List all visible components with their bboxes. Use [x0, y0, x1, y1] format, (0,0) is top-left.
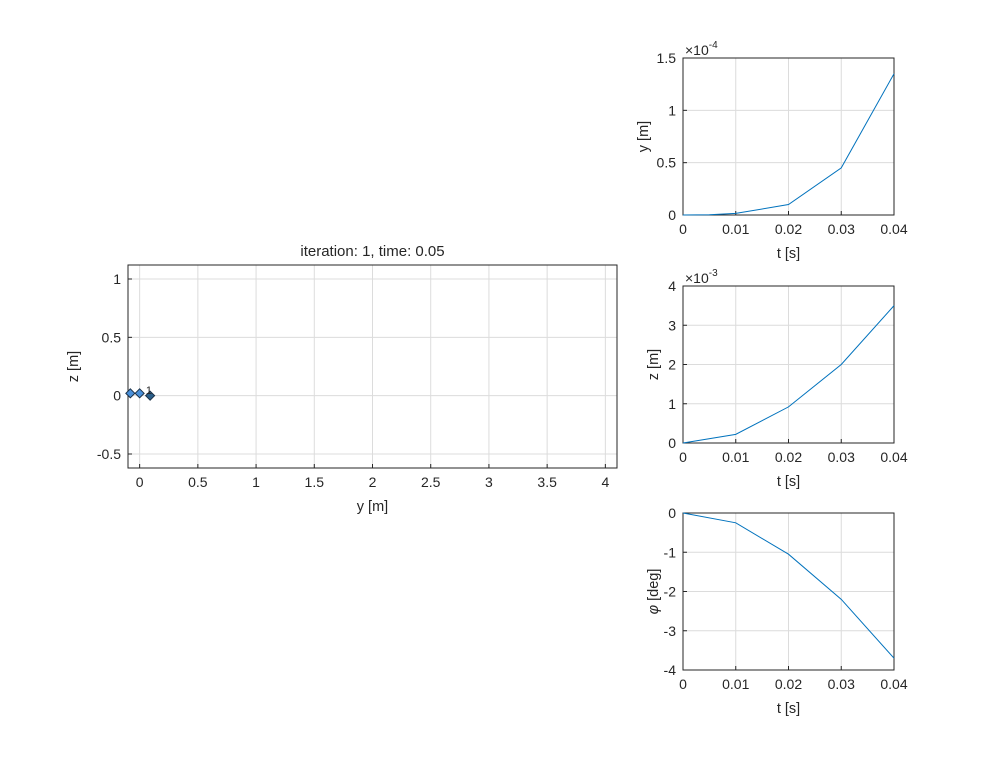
- y-axis-label: z [m]: [66, 351, 82, 382]
- y-tick-label: 2: [668, 357, 676, 373]
- x-axis-label: t [s]: [777, 246, 800, 262]
- x-tick-label: 0.5: [188, 474, 208, 490]
- y-tick-label: -4: [664, 662, 677, 678]
- y-tick-label: 0.5: [102, 329, 122, 345]
- x-tick-label: 0: [679, 221, 687, 237]
- y-axis-label: z [m]: [646, 349, 662, 380]
- x-tick-label: 0.03: [828, 676, 855, 692]
- x-axis-label: t [s]: [777, 474, 800, 490]
- y-tick-label: -3: [664, 623, 677, 639]
- x-tick-label: 1.5: [305, 474, 325, 490]
- y-tick-label: -0.5: [97, 446, 121, 462]
- data-point-marker: [134, 388, 145, 399]
- x-tick-label: 0.04: [880, 676, 907, 692]
- exponent-base: ×10: [685, 270, 709, 286]
- exponent-power: -4: [709, 40, 718, 51]
- x-tick-label: 0.04: [880, 449, 907, 465]
- data-series-line: [682, 512, 895, 659]
- axis-exponent-label: ×10-4: [685, 40, 718, 58]
- data-point-label: 1: [146, 385, 152, 397]
- x-axis-label: y [m]: [357, 499, 388, 515]
- x-tick-label: 0: [679, 449, 687, 465]
- x-tick-label: 0: [679, 676, 687, 692]
- data-series-line: [682, 73, 895, 216]
- axes-main: 0 0.5 1 1.5 2 2.5 3 3.5 4 -0.5 0 0.5 1 y [m] z [m] iter…: [66, 243, 618, 515]
- y-tick-label: 0: [668, 435, 676, 451]
- x-axis-label: t [s]: [777, 701, 800, 717]
- x-tick-label: 0.02: [775, 449, 802, 465]
- x-tick-label: 0.04: [880, 221, 907, 237]
- y-tick-label: 0.5: [657, 155, 677, 171]
- y-axis-label-symbol: φ: [646, 605, 662, 614]
- x-tick-label: 0.02: [775, 221, 802, 237]
- x-tick-label: 0.03: [828, 449, 855, 465]
- chart-title: iteration: 1, time: 0.05: [300, 243, 444, 260]
- data-point-marker: [144, 390, 156, 401]
- y-tick-label: 1: [668, 102, 676, 118]
- y-tick-label: 3: [668, 317, 676, 333]
- x-tick-label: 0.02: [775, 676, 802, 692]
- x-tick-label: 0.01: [722, 221, 749, 237]
- x-tick-label: 2.5: [421, 474, 441, 490]
- y-tick-label: 1: [113, 271, 121, 287]
- exponent-base: ×10: [685, 42, 709, 58]
- axes-y_vs_t: 0 0.01 0.02 0.03 0.04 0 0.5 1 1.5 t [s] y [m] ×10-4: [636, 40, 908, 262]
- axes-phi_vs_t: 0 0.01 0.02 0.03 0.04 -4 -3 -2 -1 0 t [s] φ [deg]: [646, 505, 908, 717]
- y-tick-label: 1.5: [657, 50, 677, 66]
- y-axis-label: φ [deg]: [646, 569, 662, 615]
- x-tick-label: 0.01: [722, 449, 749, 465]
- x-tick-label: 0.01: [722, 676, 749, 692]
- y-tick-label: 1: [668, 396, 676, 412]
- exponent-power: -3: [709, 268, 718, 279]
- data-series-line: [682, 305, 895, 444]
- x-tick-label: 4: [601, 474, 609, 490]
- x-tick-label: 3: [485, 474, 493, 490]
- y-axis-label: y [m]: [636, 121, 652, 152]
- y-tick-label: 4: [668, 278, 676, 294]
- y-tick-label: -1: [664, 544, 677, 560]
- x-tick-label: 3.5: [537, 474, 557, 490]
- data-point-marker: [125, 388, 136, 399]
- x-tick-label: 2: [369, 474, 377, 490]
- x-tick-label: 0: [136, 474, 144, 490]
- y-tick-label: 0: [113, 388, 121, 404]
- x-tick-label: 1: [252, 474, 260, 490]
- y-tick-label: 0: [668, 505, 676, 521]
- y-tick-label: 0: [668, 207, 676, 223]
- axis-exponent-label: ×10-3: [685, 268, 718, 286]
- axes-z_vs_t: 0 0.01 0.02 0.03 0.04 0 1 2 3 4 t [s] z [m] ×10-3: [646, 268, 908, 490]
- y-tick-label: -2: [664, 584, 677, 600]
- y-axis-label-unit: [deg]: [646, 569, 662, 605]
- x-tick-label: 0.03: [828, 221, 855, 237]
